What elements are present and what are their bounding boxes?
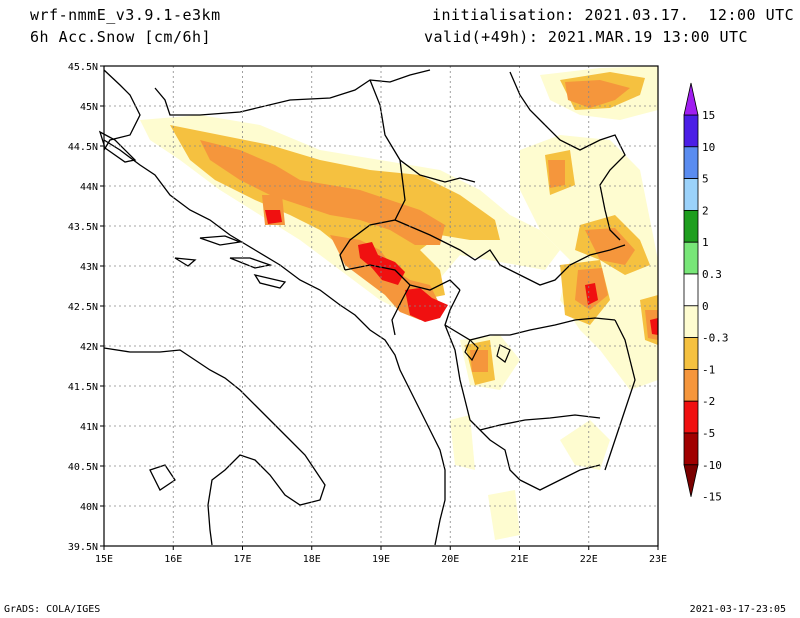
colorbar-swatch <box>683 337 699 370</box>
lon-label: 19E <box>372 554 390 565</box>
lat-label: 44.5N <box>68 142 98 153</box>
colorbar-label: 15 <box>702 109 715 122</box>
colorbar-swatch <box>683 400 699 434</box>
lat-label: 41.5N <box>68 382 98 393</box>
model-title: wrf-nmmE_v3.9.1-e3km <box>30 6 221 24</box>
colorbar-swatch <box>683 114 699 148</box>
lon-label: 15E <box>95 554 113 565</box>
colorbar-label: -2 <box>702 395 715 408</box>
lat-label: 40N <box>80 502 98 513</box>
colorbar <box>683 82 699 497</box>
lat-label: 42N <box>80 342 98 353</box>
lon-label: 18E <box>303 554 321 565</box>
colorbar-labels: 15 10 5 2 1 0.3 0 -0.3 -1 -2 -5 -10 -15 <box>702 109 729 504</box>
lon-label: 23E <box>649 554 667 565</box>
colorbar-label: 0 <box>702 300 709 313</box>
lat-label: 45.5N <box>68 62 98 73</box>
colorbar-label: 5 <box>702 173 709 186</box>
lat-label: 44N <box>80 182 98 193</box>
country-borders <box>154 69 636 491</box>
lat-label: 43.5N <box>68 222 98 233</box>
colorbar-swatch <box>683 432 699 466</box>
colorbar-label: -15 <box>702 491 722 504</box>
colorbar-label: 1 <box>702 236 709 249</box>
lon-label: 21E <box>510 554 528 565</box>
lakes <box>464 338 511 363</box>
field-title: 6h Acc.Snow [cm/6h] <box>30 28 212 46</box>
latitude-labels: 39.5N 40N 40.5N 41N 41.5N 42N 42.5N 43N 43.5N 44N… <box>68 62 104 553</box>
colorbar-bottom-arrow <box>683 464 699 497</box>
colorbar-label: -5 <box>702 427 715 440</box>
lat-label: 39.5N <box>68 542 98 553</box>
colorbar-swatch <box>683 146 699 180</box>
colorbar-swatch <box>683 273 699 307</box>
render-timestamp: 2021-03-17-23:05 <box>689 604 786 615</box>
colorbar-swatch <box>683 368 699 402</box>
colorbar-label: 2 <box>702 204 709 217</box>
lon-label: 17E <box>233 554 251 565</box>
colorbar-top-arrow <box>683 82 699 116</box>
colorbar-swatch <box>683 209 699 243</box>
init-time: initialisation: 2021.03.17. 12:00 UTC <box>432 6 795 24</box>
colorbar-label: -10 <box>702 459 722 472</box>
lat-label: 43N <box>80 262 98 273</box>
lat-lon-grid <box>104 66 658 546</box>
longitude-labels: 15E 16E 17E 18E 19E 20E 21E 22E 23E <box>95 546 667 565</box>
lat-label: 40.5N <box>68 462 98 473</box>
colorbar-label: -1 <box>702 363 715 376</box>
colorbar-swatch <box>683 241 699 275</box>
lon-label: 22E <box>580 554 598 565</box>
colorbar-label: 10 <box>702 141 715 154</box>
colorbar-label: 0.3 <box>702 268 722 281</box>
lon-label: 16E <box>164 554 182 565</box>
lat-label: 42.5N <box>68 302 98 313</box>
snow-field <box>140 66 658 540</box>
lat-label: 41N <box>80 422 98 433</box>
colorbar-swatch <box>683 178 699 211</box>
lon-label: 20E <box>441 554 459 565</box>
lat-label: 45N <box>80 102 98 113</box>
valid-time: valid(+49h): 2021.MAR.19 13:00 UTC <box>424 28 749 46</box>
colorbar-swatch <box>683 305 699 338</box>
grads-credit: GrADS: COLA/IGES <box>4 604 101 615</box>
colorbar-label: -0.3 <box>702 332 729 345</box>
